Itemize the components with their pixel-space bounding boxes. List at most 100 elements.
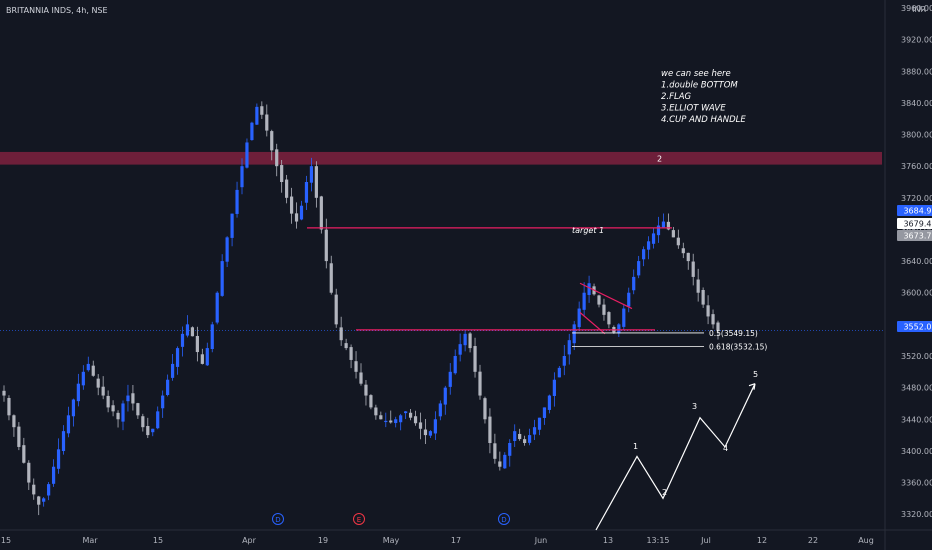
candle-body: [478, 371, 482, 396]
wave-label-4: 4: [723, 444, 728, 453]
candle-body: [319, 196, 323, 230]
candle-body: [329, 263, 333, 293]
price-tag-label: 3684.95: [903, 207, 932, 216]
candle-body: [354, 361, 358, 372]
annotation-note-line: 3.ELLIOT WAVE: [661, 104, 726, 114]
candle-body: [12, 415, 16, 428]
y-tick-label: 3680.00: [901, 225, 932, 234]
candle-body: [324, 229, 328, 262]
price-tag: [897, 321, 932, 332]
candle-body: [235, 189, 239, 214]
candle-body: [527, 435, 532, 443]
x-tick-label: May: [383, 536, 400, 545]
candle-body: [121, 403, 125, 422]
event-badge-icon: [353, 513, 365, 525]
exchange: NSE: [91, 6, 108, 15]
candle-body: [374, 407, 378, 416]
candle-body: [294, 213, 299, 222]
candle-body: [701, 290, 705, 305]
candle-body: [161, 395, 165, 409]
candle-body: [642, 249, 646, 260]
candle-body: [458, 344, 462, 355]
candle-body: [71, 399, 76, 417]
candle-body: [344, 343, 348, 349]
event-badge-icon: [498, 513, 510, 525]
candle-body: [280, 165, 284, 182]
candle-body: [389, 420, 393, 423]
candle-body: [146, 426, 150, 436]
candle-body: [428, 431, 433, 436]
candle-body: [185, 324, 190, 336]
candle-body: [438, 403, 442, 417]
candle-body: [141, 416, 145, 428]
candle-body: [557, 367, 561, 378]
candle-body: [632, 276, 636, 291]
candle-body: [567, 340, 571, 355]
x-tick-label: 13:15: [646, 536, 669, 545]
candle-body: [602, 304, 606, 315]
candle-body: [111, 405, 115, 412]
x-tick-label: Aug: [858, 536, 874, 545]
candle-body: [170, 363, 175, 378]
candle-body: [607, 312, 611, 325]
candle-body: [518, 433, 522, 440]
candle-body: [493, 443, 497, 459]
candle-body: [359, 372, 363, 384]
x-tick-label: 19: [318, 536, 328, 545]
candle-body: [711, 314, 715, 325]
candle-body: [314, 166, 318, 198]
price-tag-label: 3673.75: [903, 232, 932, 241]
candle-body: [275, 149, 279, 167]
candle-body: [562, 356, 566, 366]
candle-body: [304, 182, 309, 203]
y-tick-label: 3760.00: [901, 162, 932, 171]
candle-body: [537, 417, 542, 430]
candle-body: [61, 431, 66, 452]
candle-body: [706, 305, 710, 317]
candle-body: [299, 205, 304, 220]
annotation-note-line: 4.CUP AND HANDLE: [661, 115, 746, 125]
candle-body: [646, 241, 651, 250]
y-tick-label: 3640.00: [901, 257, 932, 266]
candle-body: [686, 252, 690, 262]
candle-body: [334, 294, 338, 325]
candle-body: [582, 292, 586, 310]
event-badge-label: D: [275, 516, 280, 524]
candle-body: [106, 395, 110, 408]
candle-body: [260, 106, 264, 115]
candle-body: [7, 397, 11, 416]
candle-body: [399, 415, 403, 423]
interval[interactable]: 4h: [76, 6, 87, 15]
candle-body: [2, 390, 6, 396]
x-tick-label: Apr: [242, 536, 257, 545]
candle-body: [250, 122, 254, 141]
candle-body: [339, 327, 343, 341]
candle-body: [418, 422, 423, 429]
candle-body: [91, 365, 95, 376]
candle-body: [423, 429, 428, 436]
y-tick-label: 3520.00: [901, 352, 932, 361]
candle-body: [508, 443, 512, 456]
fib-0618-label: 0.618(3532.15): [709, 342, 767, 351]
candle-body: [463, 333, 467, 346]
y-tick-label: 3840.00: [901, 99, 932, 108]
candle-body: [587, 283, 591, 295]
price-tag: [897, 205, 932, 216]
candle-body: [22, 445, 26, 463]
candle-body: [27, 462, 31, 483]
candle-body: [513, 431, 517, 442]
candle-body: [230, 213, 234, 238]
price-tag: [897, 218, 932, 229]
candle-body: [81, 371, 85, 386]
candle-body: [240, 166, 244, 188]
header-separator: ,: [71, 6, 77, 15]
candle-body: [309, 166, 314, 183]
candle-body: [488, 416, 492, 443]
x-tick-label: 13: [603, 536, 613, 545]
annotation-note-line: 2.FLAG: [661, 92, 692, 102]
y-tick-label: 3360.00: [901, 479, 932, 488]
candle-body: [384, 420, 388, 423]
candle-body: [116, 412, 120, 420]
y-tick-label: 3600.00: [901, 289, 932, 298]
